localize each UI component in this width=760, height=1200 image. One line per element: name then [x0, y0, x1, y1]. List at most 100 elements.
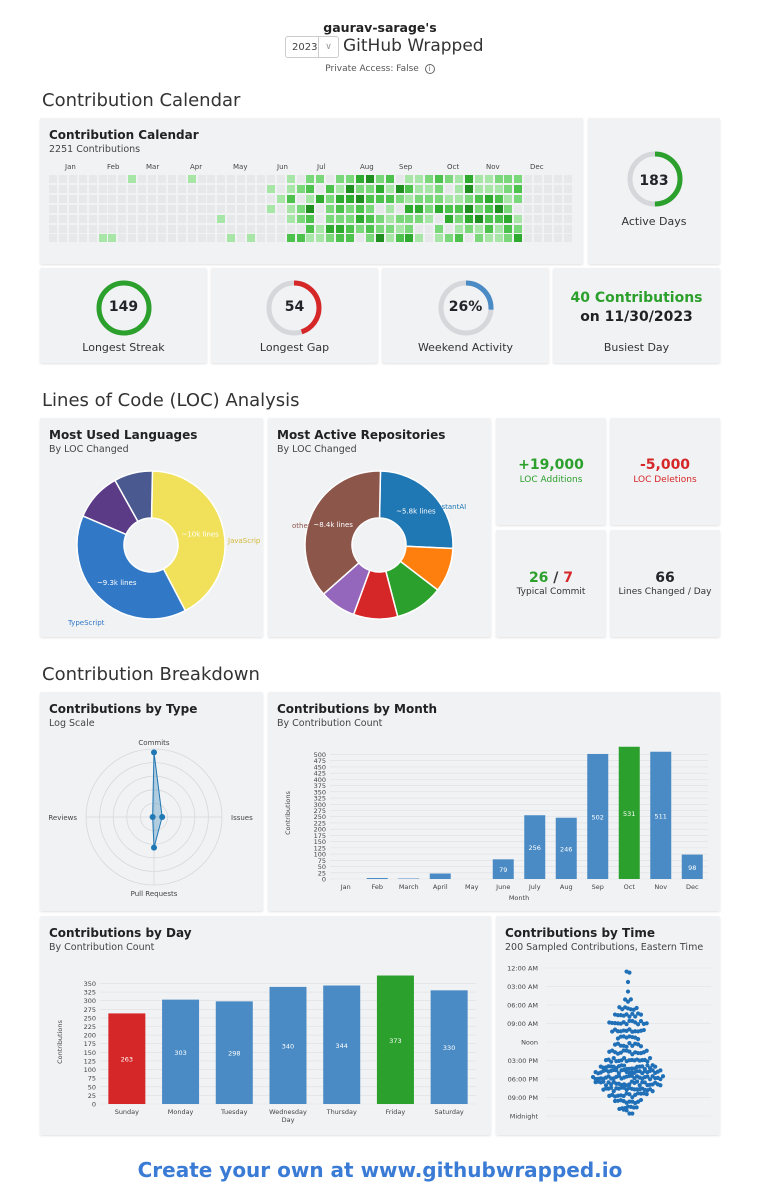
time-point	[621, 1093, 626, 1099]
monthChart-bar	[681, 854, 703, 879]
calendar-month-label: Sep	[399, 163, 413, 171]
calendar-day-cell	[207, 224, 216, 233]
time-point	[634, 1005, 639, 1011]
calendar-day-cell	[346, 184, 354, 193]
time-point	[601, 1079, 606, 1084]
calendar-day-cell	[336, 204, 345, 213]
calendar-day-cell	[385, 204, 394, 213]
time-ytick: 03:00 PM	[508, 1057, 538, 1065]
calendar-day-cell	[237, 184, 246, 193]
calendar-day-cell	[187, 175, 196, 183]
calendar-day-cell	[78, 204, 87, 213]
monthChart-bar	[555, 817, 577, 879]
year-select[interactable]: 2023 ∨	[285, 36, 339, 58]
calendar-day-cell	[514, 204, 523, 213]
calendar-day-cell	[534, 214, 543, 223]
time-point	[638, 1012, 644, 1017]
calendar-day-cell	[276, 194, 285, 203]
calendar-day-cell	[118, 224, 127, 233]
calendar-day-cell	[306, 224, 315, 233]
calendar-day-cell	[395, 184, 404, 193]
time-ytick: 03:00 AM	[507, 983, 538, 991]
calendar-day-cell	[524, 224, 533, 233]
monthChart-ytick: 75	[318, 857, 326, 865]
calendar-day-cell	[68, 224, 77, 233]
calendar-day-cell	[286, 175, 295, 183]
calendar-day-cell	[296, 224, 305, 233]
calendar-day-cell	[187, 194, 196, 203]
dayChart-bar-label: 303	[174, 1049, 186, 1057]
dayChart-xtick: Sunday	[115, 1108, 139, 1116]
calendar-day-cell	[524, 175, 533, 183]
calendar-day-cell	[415, 184, 424, 193]
dayChart-bar-label: 373	[389, 1037, 401, 1045]
time-ytick: Noon	[521, 1039, 538, 1047]
calendar-day-cell	[187, 184, 196, 193]
by-day-title: Contributions by Day	[49, 926, 192, 940]
footer-cta[interactable]: Create your own at www.githubwrapped.io	[137, 1158, 623, 1182]
calendar-day-cell	[415, 234, 424, 243]
calendar-day-cell	[88, 194, 97, 203]
calendar-day-cell	[167, 214, 176, 223]
calendar-day-cell	[474, 175, 483, 183]
lines-per-day-card: 66 Lines Changed / Day	[610, 530, 720, 637]
calendar-day-cell	[286, 224, 295, 233]
calendar-day-cell	[217, 175, 226, 183]
calendar-day-cell	[316, 194, 325, 203]
time-point	[624, 1044, 629, 1049]
calendar-day-cell	[68, 194, 77, 203]
calendar-day-cell	[207, 234, 216, 243]
calendar-day-cell	[207, 214, 216, 223]
calendar-month-label: Dec	[530, 163, 544, 171]
calendar-month-label: Jul	[317, 163, 326, 171]
time-point	[635, 1050, 641, 1056]
calendar-day-cell	[425, 234, 434, 243]
calendar-day-cell	[98, 224, 107, 233]
chevron-down-icon[interactable]: ∨	[318, 37, 338, 57]
calendar-day-cell	[435, 204, 444, 213]
languages-card: Most Used Languages By LOC Changed ~10k …	[40, 418, 263, 637]
calendar-card: Contribution Calendar 2251 Contributions…	[40, 118, 583, 264]
info-icon[interactable]: i	[424, 64, 435, 74]
calendar-day-cell	[375, 214, 384, 223]
calendar-day-cell	[197, 204, 206, 213]
calendar-day-cell	[544, 234, 552, 243]
time-point	[638, 1018, 644, 1024]
calendar-day-cell	[128, 204, 137, 213]
calendar-day-cell	[365, 184, 374, 193]
dayChart-bar-label: 344	[336, 1042, 348, 1050]
monthChart-ytick: 475	[314, 757, 326, 765]
calendar-day-cell	[336, 194, 345, 203]
repoPie-slice-label: ~8.4k lines	[313, 521, 353, 529]
calendar-day-cell	[286, 204, 295, 213]
calendar-day-cell	[157, 234, 166, 243]
by-type-radar: Commits Issues Pull Requests Reviews	[48, 739, 253, 898]
time-point	[624, 1012, 629, 1017]
calendar-day-cell	[563, 224, 572, 233]
calendar-day-cell	[514, 194, 523, 203]
by-time-card: Contributions by Time 200 Sampled Contri…	[496, 916, 720, 1135]
calendar-day-cell	[454, 194, 463, 203]
calendar-day-cell	[167, 204, 176, 213]
calendar-day-cell	[544, 184, 552, 193]
calendar-day-cell	[425, 175, 434, 183]
time-point	[633, 1014, 638, 1019]
calendar-day-cell	[296, 194, 305, 203]
calendar-day-cell	[474, 184, 483, 193]
calendar-day-cell	[385, 214, 394, 223]
dayChart-xtick: Monday	[168, 1108, 194, 1116]
calendar-day-cell	[316, 184, 325, 193]
calendar-day-cell	[167, 194, 176, 203]
languages-subtitle: By LOC Changed	[49, 444, 129, 455]
calendar-day-cell	[276, 175, 285, 183]
calendar-day-cell	[187, 224, 196, 233]
calendar-day-cell	[375, 204, 384, 213]
calendar-month-label: Oct	[447, 163, 460, 171]
calendar-day-cell	[395, 204, 404, 213]
calendar-day-cell	[148, 214, 156, 223]
repos-subtitle: By LOC Changed	[277, 444, 357, 455]
calendar-day-cell	[78, 175, 87, 183]
calendar-day-cell	[445, 224, 453, 233]
time-point	[622, 1063, 627, 1068]
typical-commit-card: 26 / 7 Typical Commit	[496, 530, 606, 637]
